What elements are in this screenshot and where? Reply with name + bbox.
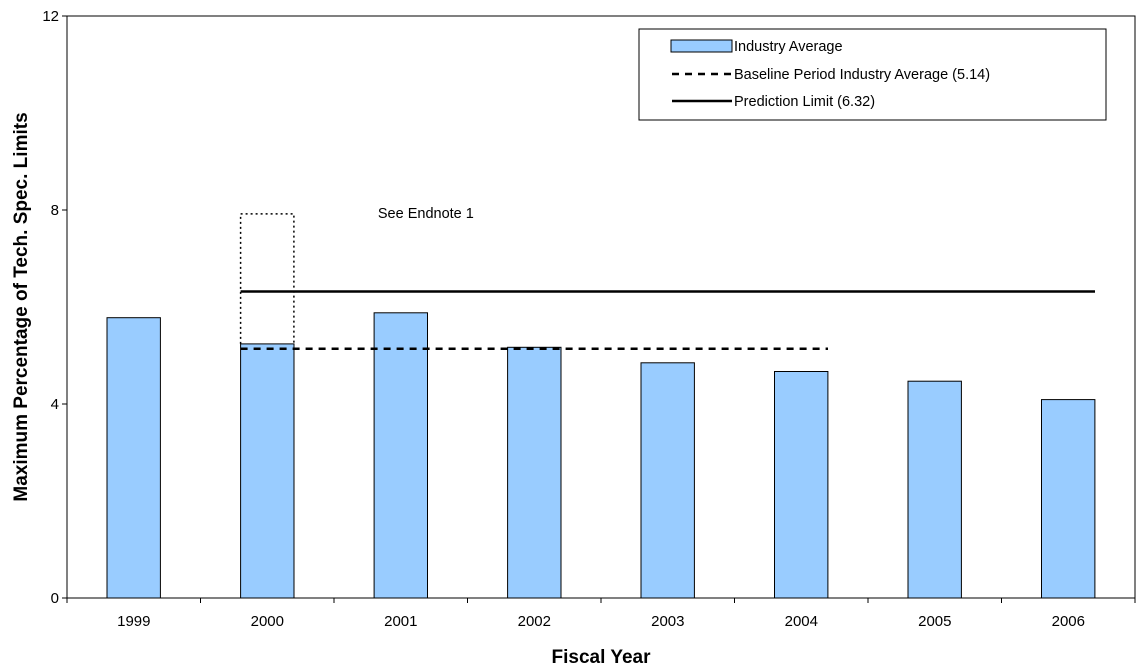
x-tick-label-1999: 1999	[117, 613, 150, 630]
y-tick-label-8: 8	[51, 202, 59, 219]
bar-2005	[907, 380, 962, 599]
x-tick-label-2002: 2002	[518, 613, 551, 630]
legend: Industry Average Baseline Period Industr…	[638, 28, 1107, 121]
y-axis: 0 4 8 12	[42, 8, 67, 607]
endnote-annotation: See Endnote 1	[378, 206, 474, 222]
y-tick-label-4: 4	[51, 396, 59, 413]
x-axis-title: Fiscal Year	[552, 647, 652, 668]
reference-lines	[240, 290, 1095, 350]
bar-2003	[640, 362, 695, 599]
x-tick-label-2004: 2004	[785, 613, 818, 630]
legend-label-baseline: Baseline Period Industry Average (5.14)	[734, 67, 990, 83]
y-tick-label-0: 0	[51, 590, 59, 607]
bar-2000	[240, 343, 295, 599]
bar-2006	[1041, 399, 1096, 599]
x-axis: 1999 2000 2001 2002 2003 2004 2005 2006	[66, 598, 1136, 630]
y-tick-label-12: 12	[42, 8, 59, 25]
bar-2004	[774, 371, 829, 599]
legend-label-prediction-limit: Prediction Limit (6.32)	[734, 94, 875, 110]
x-tick-label-2005: 2005	[918, 613, 951, 630]
x-tick-label-2001: 2001	[384, 613, 417, 630]
x-tick-label-2006: 2006	[1052, 613, 1085, 630]
x-tick-label-2003: 2003	[651, 613, 684, 630]
endnote-dotted-box	[239, 213, 295, 344]
legend-swatch-industry-average	[670, 39, 733, 53]
bar-2002	[507, 346, 562, 599]
y-axis-title: Maximum Percentage of Tech. Spec. Limits	[11, 112, 32, 501]
x-tick-label-2000: 2000	[251, 613, 284, 630]
bars	[106, 312, 1096, 599]
annotations: See Endnote 1	[239, 206, 474, 344]
bar-1999	[106, 317, 161, 599]
legend-label-industry-average: Industry Average	[734, 39, 843, 55]
bar-2001	[373, 312, 429, 599]
